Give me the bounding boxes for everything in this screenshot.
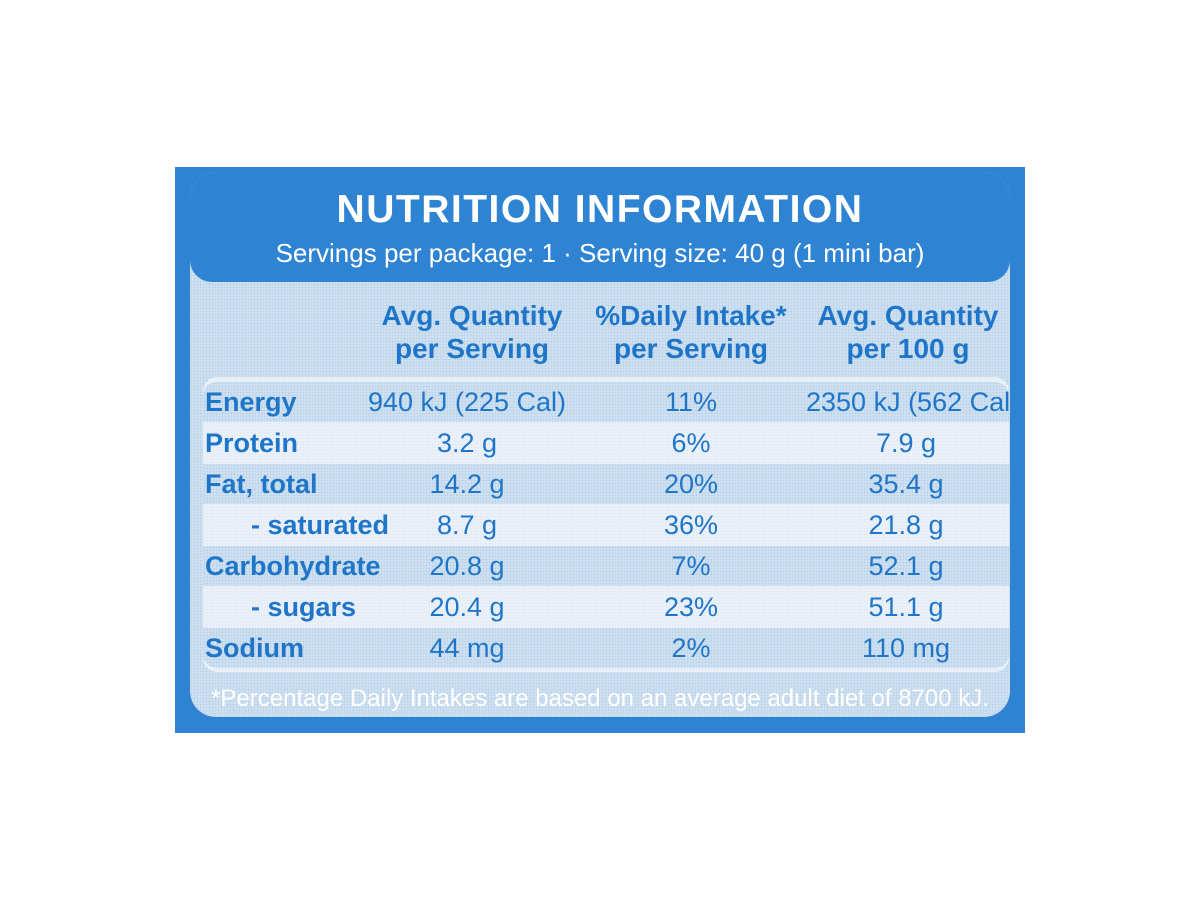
header-band: NUTRITION INFORMATION Servings per packa… <box>190 172 1010 282</box>
daily-intake-value: 2% <box>671 633 711 663</box>
per-100g-value: 2350 kJ (562 Cal) <box>806 387 1010 417</box>
daily-intake-value: 36% <box>663 510 719 540</box>
nutrient-name: Protein <box>205 428 299 458</box>
nutrient-name: Sodium <box>205 633 304 663</box>
nutrient-table <box>203 377 1009 672</box>
table-row-energy: Energy 940 kJ (225 Cal) 11% 2350 kJ (562… <box>203 382 1010 422</box>
per-serving-value: 940 kJ (225 Cal) <box>367 387 567 417</box>
per-100g-value: 21.8 g <box>868 510 944 540</box>
per-100g-value: 35.4 g <box>868 469 944 499</box>
table-row-fat-total: Fat, total 14.2 g 20% 35.4 g <box>203 464 1009 504</box>
column-header-line: %Daily Intake* <box>595 300 787 331</box>
column-header-per-100g: Avg. Quantity per 100 g <box>806 299 1010 365</box>
column-header-line: per 100 g <box>846 333 970 364</box>
table-row-saturated: - saturated 8.7 g 36% 21.8 g <box>203 505 1009 545</box>
per-100g-value: 51.1 g <box>868 592 944 622</box>
nutrient-name: Energy <box>205 387 297 417</box>
column-header-line: Avg. Quantity <box>817 300 999 331</box>
table-row-carbohydrate: Carbohydrate 20.8 g 7% 52.1 g <box>203 546 1009 586</box>
daily-intake-value: 23% <box>663 592 719 622</box>
daily-intake-value: 6% <box>671 428 711 458</box>
per-serving-value: 14.2 g <box>429 469 505 499</box>
per-serving-value: 8.7 g <box>436 510 498 540</box>
table-row-protein: Protein 3.2 g 6% 7.9 g <box>203 423 1009 463</box>
nutrient-name: - sugars <box>251 592 357 622</box>
per-serving-value: 3.2 g <box>436 428 498 458</box>
column-header-line: per Serving <box>394 333 550 364</box>
per-serving-value: 20.8 g <box>429 551 505 581</box>
per-serving-value: 20.4 g <box>429 592 505 622</box>
footnote: *Percentage Daily Intakes are based on a… <box>211 685 989 712</box>
nutrition-label: NUTRITION INFORMATION Servings per packa… <box>175 167 1025 733</box>
daily-intake-value: 20% <box>663 469 719 499</box>
daily-intake-value: 11% <box>664 387 718 417</box>
per-serving-value: 44 mg <box>429 633 505 663</box>
table-row-sodium: Sodium 44 mg 2% 110 mg <box>203 628 1009 668</box>
column-header-line: Avg. Quantity <box>381 300 563 331</box>
daily-intake-value: 7% <box>671 551 711 581</box>
per-100g-value: 110 mg <box>861 633 951 663</box>
column-header-line: per Serving <box>613 333 769 364</box>
serving-info: Servings per package: 1 · Serving size: … <box>275 238 925 268</box>
column-header-daily-intake: %Daily Intake* per Serving <box>583 299 799 365</box>
nutrient-name: Fat, total <box>205 469 318 499</box>
per-100g-value: 7.9 g <box>875 428 937 458</box>
per-100g-value: 52.1 g <box>868 551 944 581</box>
column-header-per-serving: Avg. Quantity per Serving <box>372 299 572 365</box>
label-title: NUTRITION INFORMATION <box>336 188 864 231</box>
nutrition-label-body: NUTRITION INFORMATION Servings per packa… <box>190 172 1010 717</box>
table-row-sugars: - sugars 20.4 g 23% 51.1 g <box>203 587 1009 627</box>
nutrient-name: Carbohydrate <box>205 551 381 581</box>
nutrient-name: - saturated <box>251 510 390 540</box>
